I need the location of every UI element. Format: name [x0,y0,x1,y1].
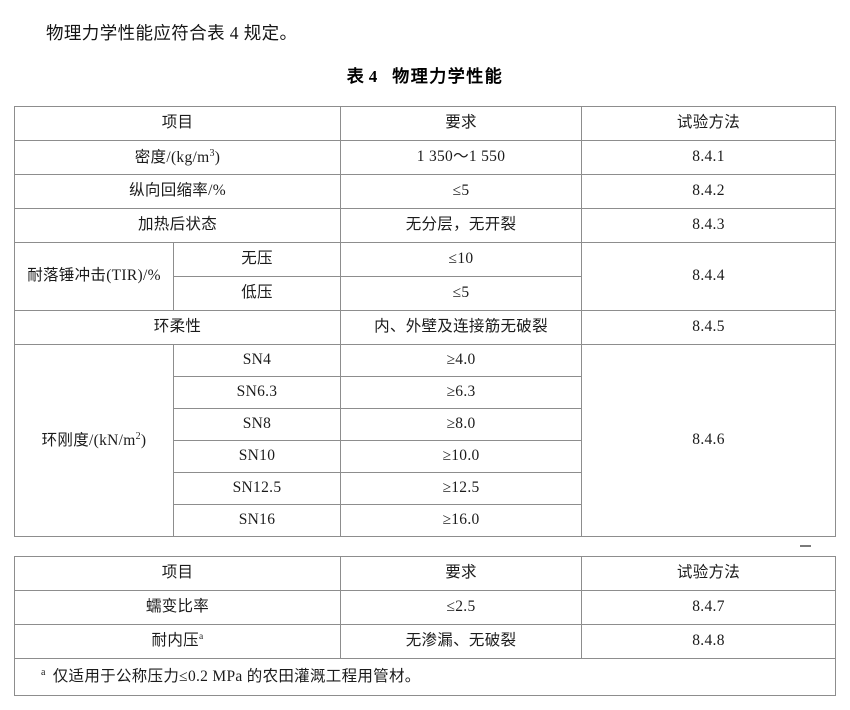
physical-mechanical-properties-table-continued: 项目 要求 试验方法 蠕变比率 ≤2.5 8.4.7 耐内压a 无渗漏、无破裂 … [14,556,836,696]
cell-requirement-sn8: ≥8.0 [340,408,583,441]
cell-item-shrinkage: 纵向回缩率/% [13,174,342,209]
table-row: 耐内压a 无渗漏、无破裂 8.4.8 [14,624,836,659]
cell-item-ring-flexibility: 环柔性 [13,310,342,345]
cell-method-ring-stiffness-group: 8.4.6 [581,344,837,537]
table-header-row: 项目 要求 试验方法 [13,106,837,141]
table-row: SN10 ≥10.0 [15,440,836,473]
stiffness-unit-exponent: 2 [135,430,141,442]
cell-item-density: 密度/(kg/m3) [13,140,342,175]
footnote-marker: a [41,667,46,679]
density-label-head: 密度/(kg/m [134,148,210,166]
table-row: SN16 ≥16.0 [15,504,836,537]
cell-subitem-sn8: SN8 [172,408,342,441]
header-requirement: 要求 [340,106,583,141]
table-row: SN12.5 ≥12.5 [15,472,836,505]
footnote-marker-ref: a [198,632,204,643]
cell-requirement-density: 1 350～1 550 [340,140,583,175]
cell-requirement-creep-ratio: ≤2.5 [340,590,582,625]
caption-name: 物理力学性能 [392,67,504,86]
header-item: 项目 [14,556,341,591]
cell-subitem-sn4: SN4 [172,344,342,377]
cell-method-internal-pressure: 8.4.8 [581,624,836,659]
table-row: 加热后状态 无分层，无开裂 8.4.3 [13,208,837,243]
cell-requirement-sn10: ≥10.0 [340,440,583,473]
cell-subitem-sn12-5: SN12.5 [172,472,342,505]
intro-paragraph: 物理力学性能应符合表 4 规定。 [46,23,298,43]
cell-requirement-no-pressure: ≤10 [340,242,583,277]
table-row: 纵向回缩率/% ≤5 8.4.2 [13,174,837,209]
table-caption: 表 4 物理力学性能 [0,62,850,87]
table-footnote-row: a 仅适用于公称压力≤0.2 MPa 的农田灌溉工程用管材。 [14,658,836,696]
header-item: 项目 [13,106,342,141]
cell-requirement-sn12-5: ≥12.5 [340,472,583,505]
header-method: 试验方法 [581,106,837,141]
table-row: 环柔性 内、外壁及连接筋无破裂 8.4.5 [13,310,837,345]
cell-requirement-shrinkage: ≤5 [340,174,583,209]
density-label-tail: ) [214,148,221,166]
cell-requirement-sn4: ≥4.0 [340,344,583,377]
page-artifact-dash [800,545,811,547]
stiffness-label-tail: ) [140,431,147,449]
header-method: 试验方法 [581,556,836,591]
physical-mechanical-properties-table: 项目 要求 试验方法 密度/(kg/m3) 1 350～1 550 8.4.1 … [13,106,837,537]
internal-pressure-label: 耐内压 [151,632,199,650]
cell-method-heating-state: 8.4.3 [581,208,837,243]
cell-method-impact-group: 8.4.4 [581,242,837,311]
cell-method-creep-ratio: 8.4.7 [581,590,836,625]
cell-requirement-internal-pressure: 无渗漏、无破裂 [340,624,582,659]
cell-subitem-no-pressure: 无压 [172,242,342,277]
cell-requirement-low-pressure: ≤5 [340,276,583,311]
caption-prefix: 表 [346,67,365,86]
cell-item-ring-stiffness-group: 环刚度/(kN/m2) [14,344,174,537]
table-row: 耐落锤冲击(TIR)/% 无压 ≤10 8.4.4 [14,242,837,311]
table-row: 密度/(kg/m3) 1 350～1 550 8.4.1 [13,140,837,175]
table-row: 低压 ≤5 [15,276,836,311]
table-header-row: 项目 要求 试验方法 [14,556,836,591]
caption-number: 4 [368,67,379,86]
cell-subitem-sn16: SN16 [172,504,342,537]
cell-item-heating-state: 加热后状态 [13,208,342,243]
header-requirement: 要求 [340,556,582,591]
cell-requirement-sn16: ≥16.0 [340,504,583,537]
cell-item-impact-group: 耐落锤冲击(TIR)/% [14,242,174,311]
stiffness-label-head: 环刚度/(kN/m [41,431,136,449]
cell-subitem-low-pressure: 低压 [172,276,342,311]
cell-subitem-sn10: SN10 [172,440,342,473]
table-row: 蠕变比率 ≤2.5 8.4.7 [14,590,836,625]
table-row: SN8 ≥8.0 [15,408,836,441]
cell-requirement-ring-flexibility: 内、外壁及连接筋无破裂 [340,310,583,345]
cell-requirement-sn6-3: ≥6.3 [340,376,583,409]
table-row: 环刚度/(kN/m2) SN4 ≥4.0 8.4.6 [14,344,837,537]
density-unit-exponent: 3 [209,147,215,159]
footnote-cell: a 仅适用于公称压力≤0.2 MPa 的农田灌溉工程用管材。 [14,658,836,696]
cell-method-shrinkage: 8.4.2 [581,174,837,209]
cell-item-creep-ratio: 蠕变比率 [14,590,341,625]
cell-subitem-sn6-3: SN6.3 [172,376,342,409]
footnote-text: 仅适用于公称压力≤0.2 MPa 的农田灌溉工程用管材。 [52,668,421,686]
cell-item-internal-pressure: 耐内压a [14,624,341,659]
cell-requirement-heating-state: 无分层，无开裂 [340,208,583,243]
cell-method-ring-flexibility: 8.4.5 [581,310,837,345]
cell-method-density: 8.4.1 [581,140,837,175]
